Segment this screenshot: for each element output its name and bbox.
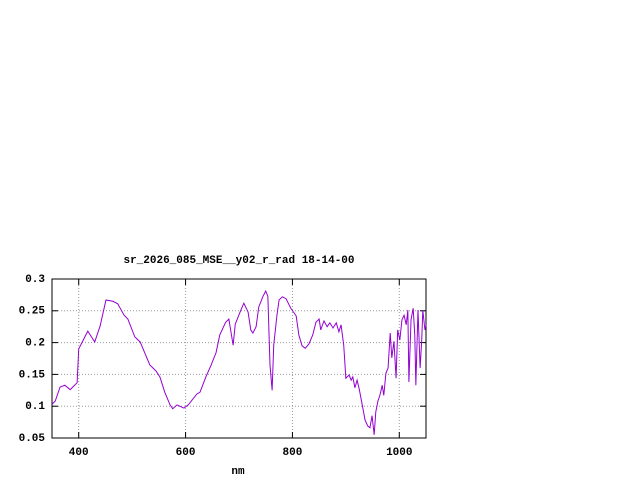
x-axis-label: nm <box>231 466 245 478</box>
y-tick-label: 0.15 <box>19 369 46 381</box>
y-tick-label: 0.05 <box>19 433 46 445</box>
x-tick-label: 400 <box>69 447 89 459</box>
y-tick-label: 0.2 <box>25 338 45 350</box>
y-tick-label: 0.3 <box>25 274 45 286</box>
x-tick-label: 1000 <box>386 447 412 459</box>
data-line <box>51 289 427 435</box>
x-tick-label: 800 <box>283 447 303 459</box>
y-tick-label: 0.25 <box>19 306 46 318</box>
y-tick-label: 0.1 <box>25 401 45 413</box>
plot-border <box>51 278 427 439</box>
x-tick-label: 600 <box>176 447 196 459</box>
chart-title: sr_2026_085_MSE__y02_r_rad 18-14-00 <box>123 255 354 267</box>
